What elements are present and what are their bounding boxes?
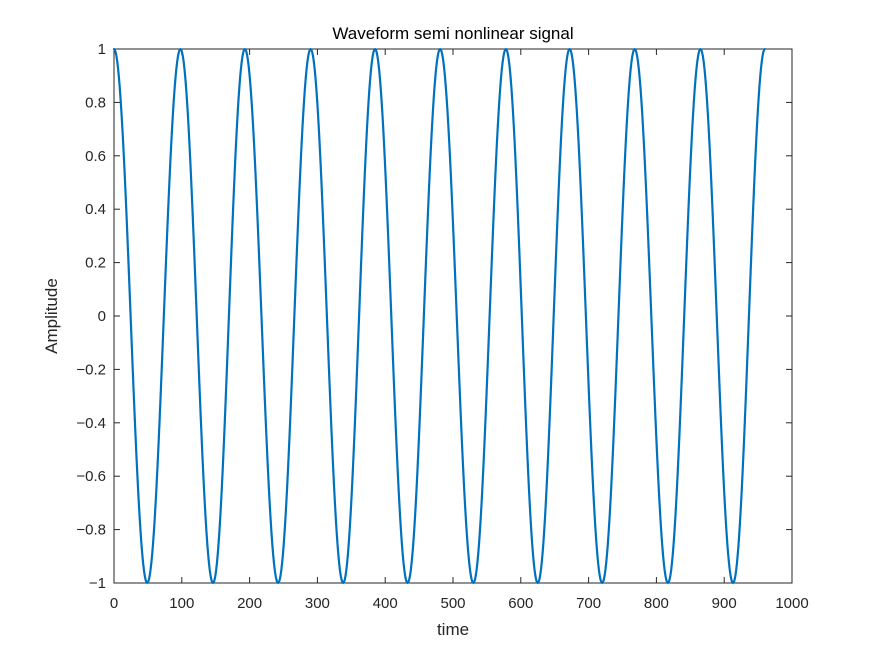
y-tick-label: −0.2: [76, 361, 106, 378]
x-axis-ticks: 0 100 200 300 400 500 600 700 800 900 1000: [110, 49, 809, 612]
x-tick-label: 600: [508, 595, 533, 612]
x-tick-label: 300: [305, 595, 330, 612]
plot-area: [113, 48, 793, 584]
chart-title: Waveform semi nonlinear signal: [332, 24, 573, 43]
y-axis-ticks: −1 −0.8 −0.6 −0.4 −0.2 0 0.2 0.4 0.6 0.8 1: [76, 41, 792, 592]
y-tick-label: −0.6: [76, 468, 106, 485]
series-line-signal: [112, 47, 766, 585]
y-tick-label: −1: [89, 575, 106, 592]
x-tick-label: 100: [169, 595, 194, 612]
y-tick-label: 0.8: [85, 94, 106, 111]
y-axis-label: Amplitude: [42, 278, 61, 354]
x-tick-label: 800: [644, 595, 669, 612]
x-tick-label: 900: [712, 595, 737, 612]
y-tick-label: 1: [98, 41, 106, 58]
x-tick-label: 500: [440, 595, 465, 612]
x-tick-label: 0: [110, 595, 118, 612]
y-tick-label: 0.4: [85, 201, 106, 218]
y-tick-label: 0.2: [85, 255, 106, 272]
x-tick-label: 400: [373, 595, 398, 612]
y-tick-label: −0.8: [76, 522, 106, 539]
y-tick-label: 0.6: [85, 148, 106, 165]
y-tick-label: −0.4: [76, 415, 106, 432]
x-tick-label: 700: [576, 595, 601, 612]
y-tick-label: 0: [98, 308, 106, 325]
x-axis-label: time: [437, 620, 469, 639]
x-tick-label: 1000: [775, 595, 808, 612]
x-tick-label: 200: [237, 595, 262, 612]
